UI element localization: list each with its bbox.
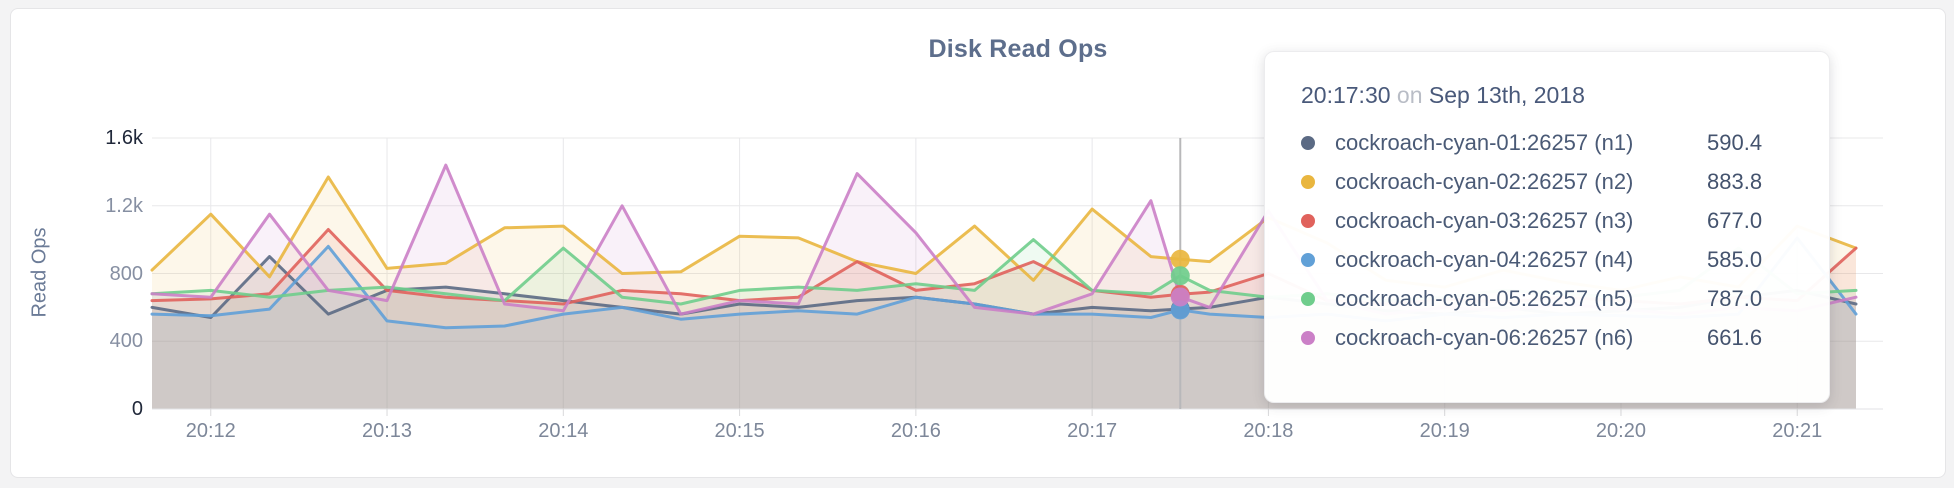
series-value: 677.0	[1707, 207, 1763, 233]
series-color-dot-icon	[1301, 252, 1315, 267]
y-axis-tick-label: 400	[109, 330, 143, 353]
series-name: cockroach-cyan-02:26257 (n2)	[1335, 168, 1634, 194]
tooltip-row-n5: cockroach-cyan-05:26257 (n5) 787.0	[1301, 279, 1805, 318]
series-name: cockroach-cyan-04:26257 (n4)	[1335, 246, 1634, 272]
tooltip-time: 20:17:30	[1301, 82, 1391, 108]
y-axis-tick-label: 1.2k	[105, 194, 143, 217]
tooltip-row-n6: cockroach-cyan-06:26257 (n6) 661.6	[1301, 318, 1805, 357]
series-color-dot-icon	[1301, 291, 1315, 306]
x-axis-tick-label: 20:12	[185, 420, 236, 442]
chart-panel: Disk Read Ops Read Ops 1.6k 1.2k 800 400 0 20…	[10, 8, 1946, 478]
tooltip-preposition: on	[1396, 82, 1423, 108]
series-value: 585.0	[1707, 246, 1763, 272]
chart-title: Disk Read Ops	[928, 35, 1108, 63]
hover-point-dot	[1170, 266, 1190, 286]
series-color-dot-icon	[1301, 135, 1315, 150]
hover-point-dot	[1170, 287, 1190, 307]
x-axis-tick-label: 20:15	[714, 420, 765, 442]
series-value: 590.4	[1707, 129, 1763, 155]
tooltip-row-n3: cockroach-cyan-03:26257 (n3) 677.0	[1301, 201, 1805, 240]
series-color-dot-icon	[1301, 174, 1315, 189]
y-axis-tick-label: 1.6k	[105, 127, 143, 149]
hover-tooltip: 20:17:30 on Sep 13th, 2018 cockroach-cya…	[1264, 51, 1830, 403]
tooltip-date: Sep 13th, 2018	[1428, 82, 1585, 108]
y-axis-tick-label: 0	[131, 398, 143, 420]
x-axis-tick-label: 20:21	[1772, 420, 1823, 442]
hover-point-dot	[1170, 249, 1190, 269]
x-axis-tick-label: 20:13	[362, 420, 413, 442]
x-axis-tick-label: 20:14	[538, 420, 589, 442]
series-color-dot-icon	[1301, 330, 1315, 345]
tooltip-row-n1: cockroach-cyan-01:26257 (n1) 590.4	[1301, 123, 1805, 162]
tooltip-row-n2: cockroach-cyan-02:26257 (n2) 883.8	[1301, 162, 1805, 201]
series-name: cockroach-cyan-01:26257 (n1)	[1335, 129, 1634, 155]
series-name: cockroach-cyan-05:26257 (n5)	[1335, 285, 1634, 311]
x-axis-tick-label: 20:20	[1595, 420, 1646, 442]
series-value: 661.6	[1707, 324, 1763, 350]
series-name: cockroach-cyan-06:26257 (n6)	[1335, 324, 1634, 350]
tooltip-row-n4: cockroach-cyan-04:26257 (n4) 585.0	[1301, 240, 1805, 279]
x-axis-tick-label: 20:16	[890, 420, 941, 442]
series-name: cockroach-cyan-03:26257 (n3)	[1335, 207, 1634, 233]
series-color-dot-icon	[1301, 213, 1315, 228]
x-axis-tick-label: 20:19	[1419, 420, 1470, 442]
x-axis-tick-label: 20:17	[1067, 420, 1118, 442]
x-axis-tick-label: 20:18	[1243, 420, 1294, 442]
y-axis-tick-label: 800	[109, 262, 143, 285]
series-value: 883.8	[1707, 168, 1763, 194]
series-value: 787.0	[1707, 285, 1763, 311]
tooltip-header: 20:17:30 on Sep 13th, 2018	[1301, 82, 1805, 109]
